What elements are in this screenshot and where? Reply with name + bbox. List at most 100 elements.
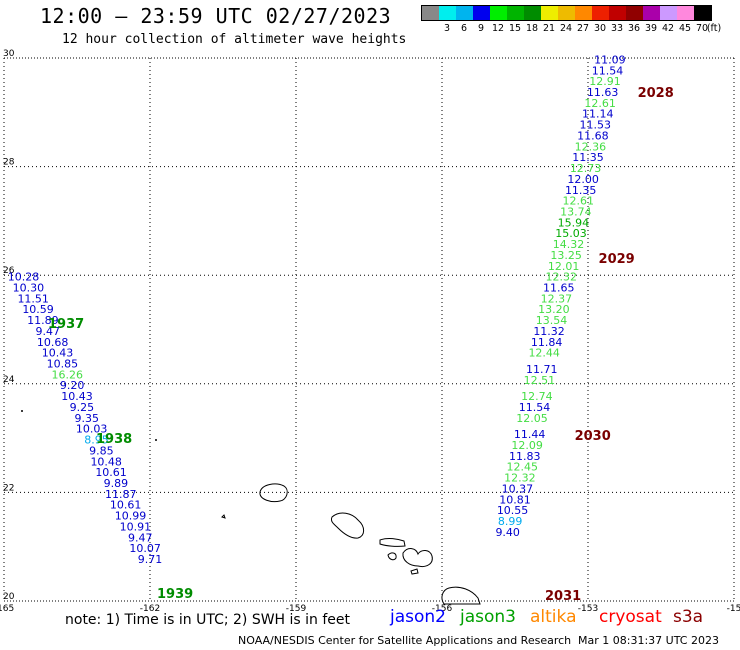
swh-value: 9.47	[36, 325, 61, 338]
swh-value: 11.53	[580, 119, 612, 132]
swh-value: 12.51	[524, 374, 556, 387]
island-kahoolawe	[410, 568, 419, 575]
lon-label: -162	[140, 604, 160, 614]
generated-timestamp: Mar 1 08:31:37 UTC 2023	[578, 634, 719, 647]
swh-value: 11.32	[533, 325, 565, 338]
legend-tick-label: 24	[559, 23, 573, 34]
wave-height-legend: 3 6 9 12 15 18 21 24 27 30 33 36 39 42 45 70 (ft)	[421, 5, 721, 35]
swh-value: 11.68	[577, 129, 609, 142]
legend-tick-label: 70	[695, 23, 709, 34]
hawaiian-islands	[221, 483, 481, 605]
legend-swatch	[643, 6, 660, 20]
legend-swatch	[694, 6, 711, 20]
track-time-label: 1937	[48, 317, 84, 332]
track-2028: 11.0911.5412.9111.6312.6111.1411.5311.68…	[553, 53, 674, 251]
legend-tick-label: 18	[525, 23, 539, 34]
legend-swatch	[507, 6, 524, 20]
swh-value: 10.37	[502, 482, 534, 495]
lat-label: 22	[3, 483, 14, 493]
swh-value: 9.85	[89, 444, 114, 457]
swh-value: 9.89	[104, 477, 129, 490]
island-kauai	[259, 483, 288, 503]
swh-value: 10.30	[13, 281, 45, 294]
swh-value: 8.95	[84, 434, 109, 447]
lon-label: -156	[432, 604, 453, 614]
swh-value: 9.25	[70, 401, 95, 414]
swh-value: 13.54	[536, 314, 568, 327]
swh-value: 10.07	[129, 542, 161, 555]
footer-note: note: 1) Time is in UTC; 2) SWH is in fe…	[65, 612, 351, 628]
swh-value: 12.73	[570, 162, 602, 175]
track-time-label: 2031	[545, 589, 581, 604]
swh-value: 14.32	[553, 238, 585, 251]
legend-labels: 3 6 9 12 15 18 21 24 27 30 33 36 39 42 45 70 (ft)	[421, 21, 721, 35]
swh-value: 10.55	[497, 504, 529, 517]
legend-swatch	[558, 6, 575, 20]
swh-value: 11.51	[17, 292, 49, 305]
swh-value: 10.99	[115, 510, 147, 523]
swh-value: 10.59	[22, 303, 54, 316]
track-1938: 9.259.3510.038.959.8510.4810.619.8911.87…	[70, 401, 163, 566]
track-2031: 2031	[545, 589, 581, 604]
track-time-label: 2028	[638, 86, 674, 101]
legend-swatch	[422, 6, 439, 20]
legend-swatch	[626, 6, 643, 20]
swh-value: 12.01	[548, 260, 580, 273]
lat-label: 24	[3, 375, 15, 385]
point-marker	[155, 439, 157, 441]
swh-value: 10.91	[120, 520, 152, 533]
swh-value: 11.65	[543, 281, 575, 294]
swh-value: 9.35	[74, 412, 99, 425]
legend-tick-label: 39	[644, 23, 658, 34]
swh-value: 12.44	[528, 347, 560, 360]
swh-value: 12.36	[575, 140, 607, 153]
legend-swatch	[575, 6, 592, 20]
swh-value: 11.87	[105, 488, 137, 501]
swh-value: 15.03	[555, 227, 587, 240]
swh-value: 12.32	[504, 472, 536, 485]
track-time-label: 2029	[599, 252, 635, 267]
legend-tick-label: 42	[661, 23, 675, 34]
island-maui	[402, 548, 433, 567]
track-2030: 11.4412.0911.8312.4512.3210.3710.8110.55…	[495, 428, 610, 539]
swh-value: 12.45	[507, 461, 539, 474]
swh-value: 9.40	[495, 526, 520, 539]
legend-tick-label: 12	[491, 23, 505, 34]
legend-tick-label: 45	[678, 23, 692, 34]
legend-tick-label: 30	[593, 23, 607, 34]
lon-label: -153	[578, 604, 598, 614]
satellite-s3a: s3a	[673, 607, 704, 627]
legend-tick-label: 6	[460, 23, 468, 34]
swh-value: 9.71	[138, 553, 163, 566]
swh-value: 11.83	[509, 450, 541, 463]
swh-value: 11.09	[594, 53, 626, 66]
lon-label: -165	[0, 604, 14, 614]
swh-value: 11.35	[572, 151, 604, 164]
swh-value: 12.74	[521, 390, 553, 403]
legend-swatch	[660, 6, 677, 20]
track-time-label: 2030	[575, 429, 611, 444]
swh-value: 10.61	[95, 466, 127, 479]
swh-value: 16.26	[52, 368, 84, 381]
swh-value: 11.44	[514, 428, 546, 441]
credit-line: NOAA/NESDIS Center for Satellite Applica…	[238, 634, 572, 647]
legend-tick-label: 27	[576, 23, 590, 34]
legend-swatch	[609, 6, 626, 20]
legend-swatch	[592, 6, 609, 20]
lat-label: 30	[3, 49, 15, 59]
lat-label: 26	[3, 266, 15, 276]
satellite-altika: altika	[530, 607, 577, 627]
swh-value: 10.48	[90, 455, 122, 468]
swh-value: 12.09	[511, 439, 543, 452]
island-lanai	[387, 552, 397, 561]
island-niihau	[221, 514, 226, 519]
swh-value: 11.35	[565, 184, 597, 197]
legend-swatch	[456, 6, 473, 20]
swh-value: 10.43	[61, 390, 93, 403]
island-hawaii	[441, 586, 481, 605]
legend-tick-label: 15	[508, 23, 522, 34]
map-subtitle: 12 hour collection of altimeter wave hei…	[62, 32, 407, 47]
swh-value: 11.84	[531, 336, 563, 349]
